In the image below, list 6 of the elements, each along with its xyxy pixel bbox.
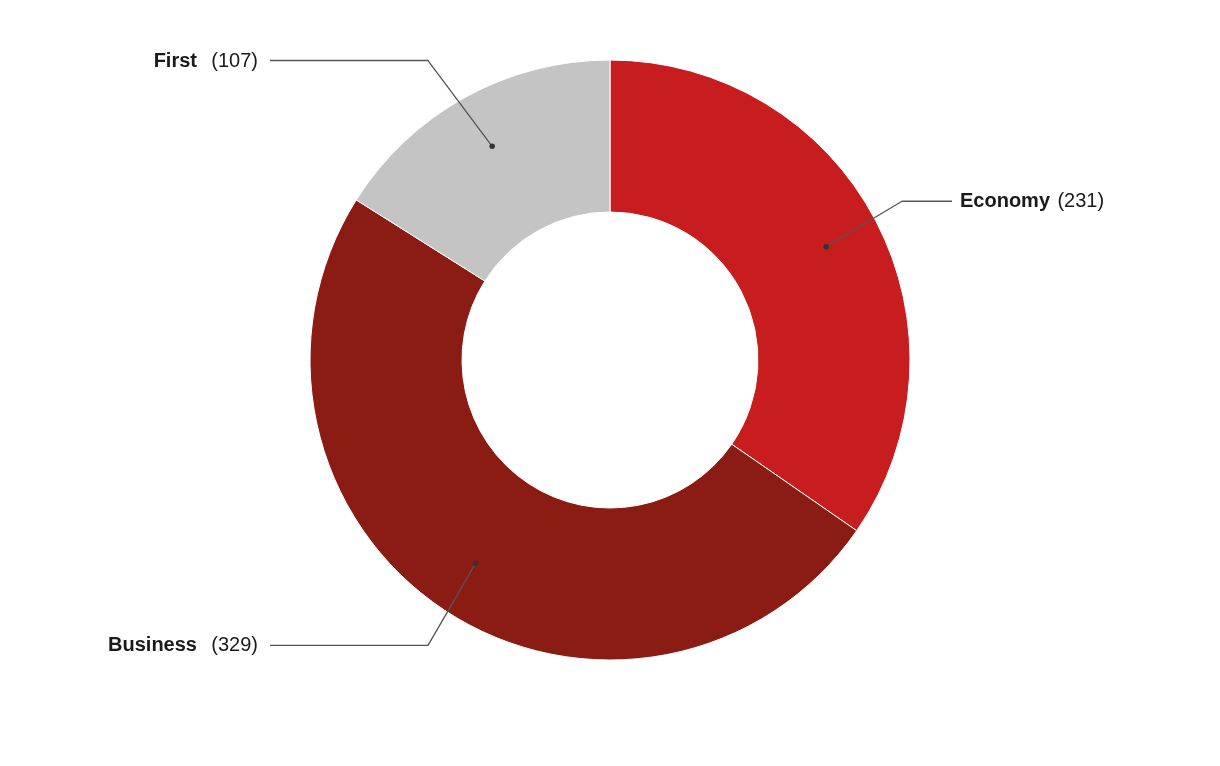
slice-label: First xyxy=(153,48,198,71)
slice-label: Business xyxy=(108,633,197,656)
data-label: (329) xyxy=(211,633,258,656)
data-label: (231) xyxy=(1057,189,1105,212)
slice-label: Economy xyxy=(960,189,1051,212)
data-label: (107) xyxy=(211,48,258,71)
